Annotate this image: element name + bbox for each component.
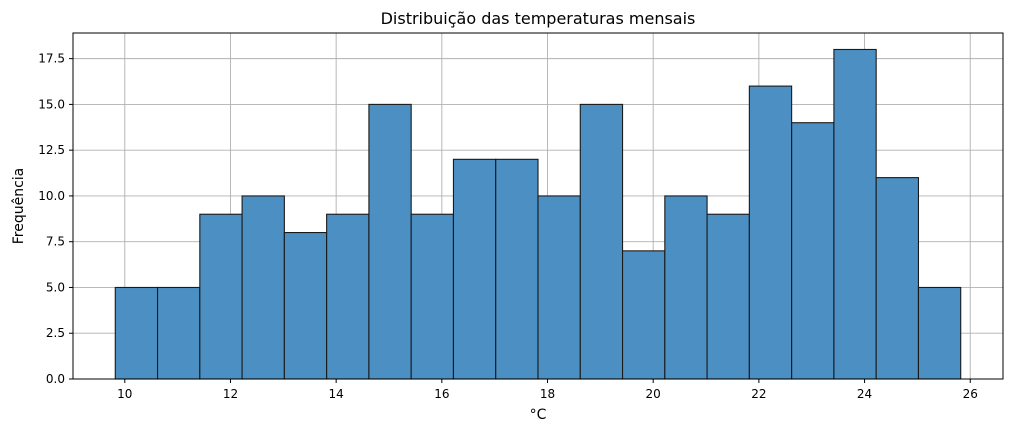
x-tick-label: 12 [223, 387, 238, 401]
y-tick-label: 0.0 [46, 372, 65, 386]
histogram-bar [114, 286, 159, 380]
histogram-bar [241, 195, 285, 380]
bars [114, 48, 962, 380]
y-tick-label: 17.5 [38, 52, 65, 66]
histogram-bar [621, 250, 666, 380]
histogram-bar [579, 103, 624, 380]
histogram-bar [537, 195, 581, 380]
y-tick-label: 5.0 [46, 280, 65, 294]
histogram-bar [748, 85, 793, 380]
histogram-bar [495, 158, 539, 380]
histogram-bar [368, 103, 412, 380]
histogram-bar [410, 213, 455, 380]
x-tick-label: 16 [434, 387, 449, 401]
histogram-bar [664, 195, 708, 380]
histogram-bar [791, 122, 835, 380]
x-tick-label: 14 [329, 387, 344, 401]
x-axis-ticks: 10 12 14 16 18 20 22 24 26 [117, 379, 978, 401]
histogram-bar [875, 177, 920, 380]
y-tick-label: 10.0 [38, 189, 65, 203]
y-tick-label: 12.5 [38, 143, 65, 157]
histogram-bar [917, 286, 962, 380]
x-tick-label: 24 [857, 387, 872, 401]
x-tick-label: 18 [540, 387, 555, 401]
x-tick-label: 22 [751, 387, 766, 401]
x-tick-label: 10 [117, 387, 132, 401]
y-axis-label: Frequência [11, 168, 27, 245]
y-axis-ticks: 0.0 2.5 5.0 7.5 10.0 12.5 15.0 17.5 [38, 52, 73, 386]
histogram-bar [706, 213, 750, 380]
histogram-bar [199, 213, 243, 380]
histogram-bar [452, 158, 497, 380]
histogram-bar [283, 231, 328, 380]
histogram-bar [326, 213, 370, 380]
x-tick-label: 20 [646, 387, 661, 401]
y-tick-label: 15.0 [38, 97, 65, 111]
histogram-bar [156, 286, 201, 380]
y-tick-label: 7.5 [46, 235, 65, 249]
x-axis-label: °C [530, 407, 547, 423]
histogram-bar [833, 48, 877, 380]
x-tick-label: 26 [963, 387, 978, 401]
chart-title: Distribuição das temperaturas mensais [381, 9, 696, 28]
y-tick-label: 2.5 [46, 326, 65, 340]
plot-frame [72, 32, 1004, 380]
